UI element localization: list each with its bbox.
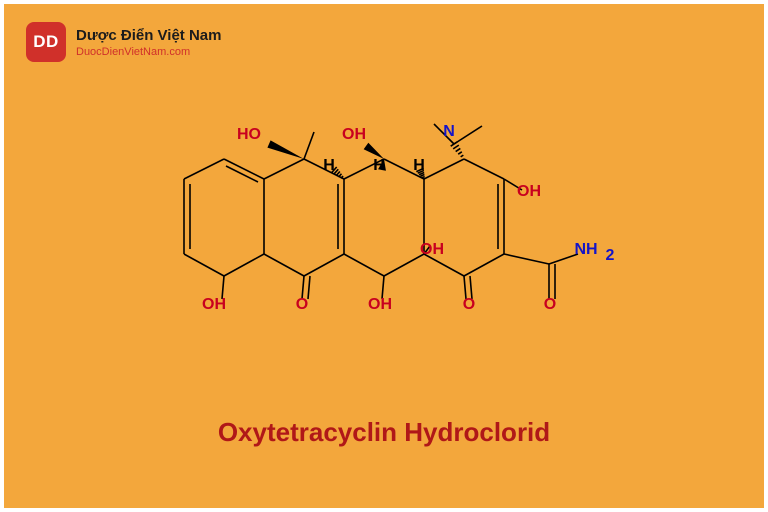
logo-text: Dược Điển Việt Nam DuocDienVietNam.com — [76, 27, 221, 58]
site-url: DuocDienVietNam.com — [76, 46, 221, 58]
info-card: DD Dược Điển Việt Nam DuocDienVietNam.co… — [4, 4, 764, 508]
molecule-svg: HO OH N OH NH 2 O O OH OH O OH H H H — [154, 104, 614, 344]
logo-icon: DD — [26, 22, 66, 62]
svg-text:H: H — [323, 157, 335, 174]
svg-text:NH: NH — [574, 241, 597, 258]
logo-icon-text: DD — [33, 32, 59, 52]
svg-text:OH: OH — [420, 241, 444, 258]
svg-text:HO: HO — [237, 126, 261, 143]
svg-text:OH: OH — [517, 183, 541, 200]
svg-text:N: N — [443, 123, 455, 140]
logo-block: DD Dược Điển Việt Nam DuocDienVietNam.co… — [26, 22, 221, 62]
svg-text:OH: OH — [202, 296, 226, 313]
svg-text:O: O — [463, 296, 475, 313]
compound-title: Oxytetracyclin Hydroclorid — [4, 417, 764, 448]
svg-text:H: H — [413, 157, 425, 174]
svg-text:O: O — [296, 296, 308, 313]
svg-text:2: 2 — [606, 247, 614, 264]
site-name: Dược Điển Việt Nam — [76, 27, 221, 44]
svg-text:O: O — [544, 296, 556, 313]
chemical-structure: HO OH N OH NH 2 O O OH OH O OH H H H — [154, 104, 614, 344]
svg-text:H: H — [373, 157, 385, 174]
svg-text:OH: OH — [342, 126, 366, 143]
svg-text:OH: OH — [368, 296, 392, 313]
